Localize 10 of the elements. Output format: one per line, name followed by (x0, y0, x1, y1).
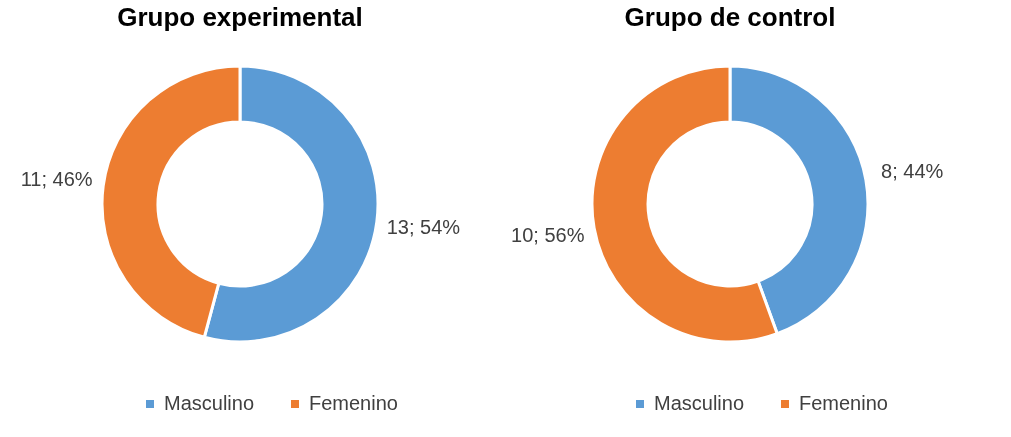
data-label: 8; 44% (881, 159, 944, 182)
data-label: 10; 56% (511, 224, 585, 247)
legend-label: Femenino (309, 392, 398, 414)
chart-title: Grupo experimental (117, 2, 363, 32)
data-label: 13; 54% (386, 216, 461, 239)
legend-label: Masculino (164, 392, 255, 414)
chart-title: Grupo de control (624, 2, 836, 32)
legend-label: Femenino (799, 392, 888, 414)
legend-label: Masculino (654, 392, 745, 414)
data-label: 11; 46% (20, 167, 93, 190)
